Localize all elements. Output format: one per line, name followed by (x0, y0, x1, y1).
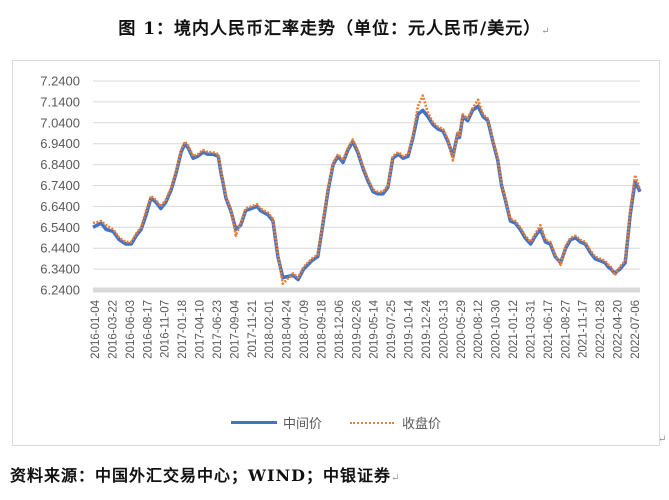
y-tick-label: 6.5400 (40, 220, 80, 235)
chart-plot-area: 7.2400 7.1400 7.0400 6.9400 6.8400 6.7400 6.64… (40, 74, 642, 359)
x-tick-label: 2020-03-13 (438, 300, 450, 359)
x-tick-label: 2017-04-10 (195, 300, 207, 359)
legend-mid-swatch (231, 421, 277, 424)
x-tick-label: 2020-05-29 (456, 300, 468, 359)
figure-title: 图 1：境内人民币汇率走势（单位：元人民币/美元）↵ (0, 14, 669, 39)
paragraph-mark: ↵ (658, 434, 667, 445)
x-tick-label: 2022-04-20 (613, 300, 625, 359)
x-tick-label: 2019-07-25 (386, 300, 398, 359)
x-tick-label: 2018-07-09 (299, 300, 311, 359)
x-tick-label: 2018-04-24 (282, 299, 294, 358)
paragraph-mark: ↵ (390, 473, 401, 484)
source-text: 资料来源：中国外汇交易中心；WIND；中银证券 (10, 466, 391, 485)
y-tick-label: 7.1400 (40, 94, 80, 109)
x-tick-label: 2021-01-12 (508, 300, 520, 359)
y-tick-label: 6.2400 (40, 283, 80, 298)
x-tick-label: 2018-09-18 (316, 300, 328, 359)
x-tick-label: 2020-08-12 (473, 300, 485, 359)
x-tick-label: 2016-08-17 (142, 300, 154, 359)
y-tick-label: 6.3400 (40, 262, 80, 277)
y-tick-label: 6.9400 (40, 136, 80, 151)
x-tick-label: 2020-10-30 (491, 300, 503, 359)
x-tick-label: 2016-03-22 (107, 300, 119, 359)
y-tick-label: 6.7400 (40, 178, 80, 193)
chart-legend: 中间价 收盘价 (231, 413, 441, 432)
x-tick-label: 2016-11-07 (160, 300, 172, 358)
chart-frame: 7.2400 7.1400 7.0400 6.9400 6.8400 6.7400 6.64… (12, 60, 660, 446)
y-tick-label: 7.2400 (40, 74, 80, 89)
series-close-line (92, 94, 642, 285)
x-tick-label: 2019-02-26 (351, 300, 363, 359)
legend-close-label: 收盘价 (402, 417, 442, 432)
x-tick-label: 2018-02-01 (264, 300, 276, 359)
paragraph-mark: ↵ (541, 26, 551, 37)
y-tick-label: 6.4400 (40, 241, 80, 256)
x-tick-label: 2019-12-24 (421, 299, 433, 358)
y-tick-label: 6.6400 (40, 199, 80, 214)
x-tick-label: 2017-09-04 (229, 299, 241, 358)
x-tick-label: 2021-03-31 (525, 300, 537, 359)
y-tick-label: 6.8400 (40, 157, 80, 172)
legend-close-swatch (350, 421, 395, 424)
x-tick-label: 2016-01-04 (90, 299, 102, 358)
legend-mid-label: 中间价 (283, 417, 323, 432)
figure-title-text: 图 1：境内人民币汇率走势（单位：元人民币/美元） (118, 19, 542, 39)
x-tick-label: 2017-11-21 (247, 300, 259, 358)
x-tick-label: 2019-10-14 (404, 299, 416, 358)
x-tick-label: 2021-08-27 (560, 300, 572, 359)
x-tick-label: 2019-05-14 (369, 299, 381, 358)
x-tick-label: 2022-07-06 (630, 300, 642, 359)
x-tick-label: 2021-06-17 (543, 300, 555, 359)
source-note: 资料来源：中国外汇交易中心；WIND；中银证券↵ (10, 462, 400, 486)
x-tick-label: 2021-11-17 (578, 300, 590, 358)
x-tick-label: 2018-12-06 (334, 300, 346, 359)
x-tick-label: 2022-01-28 (595, 300, 607, 359)
x-tick-label: 2017-01-18 (177, 300, 189, 359)
x-tick-label: 2016-06-03 (125, 300, 137, 359)
series-mid-line (92, 104, 642, 282)
x-tick-label: 2017-06-23 (212, 300, 224, 359)
y-tick-label: 7.0400 (40, 115, 80, 130)
